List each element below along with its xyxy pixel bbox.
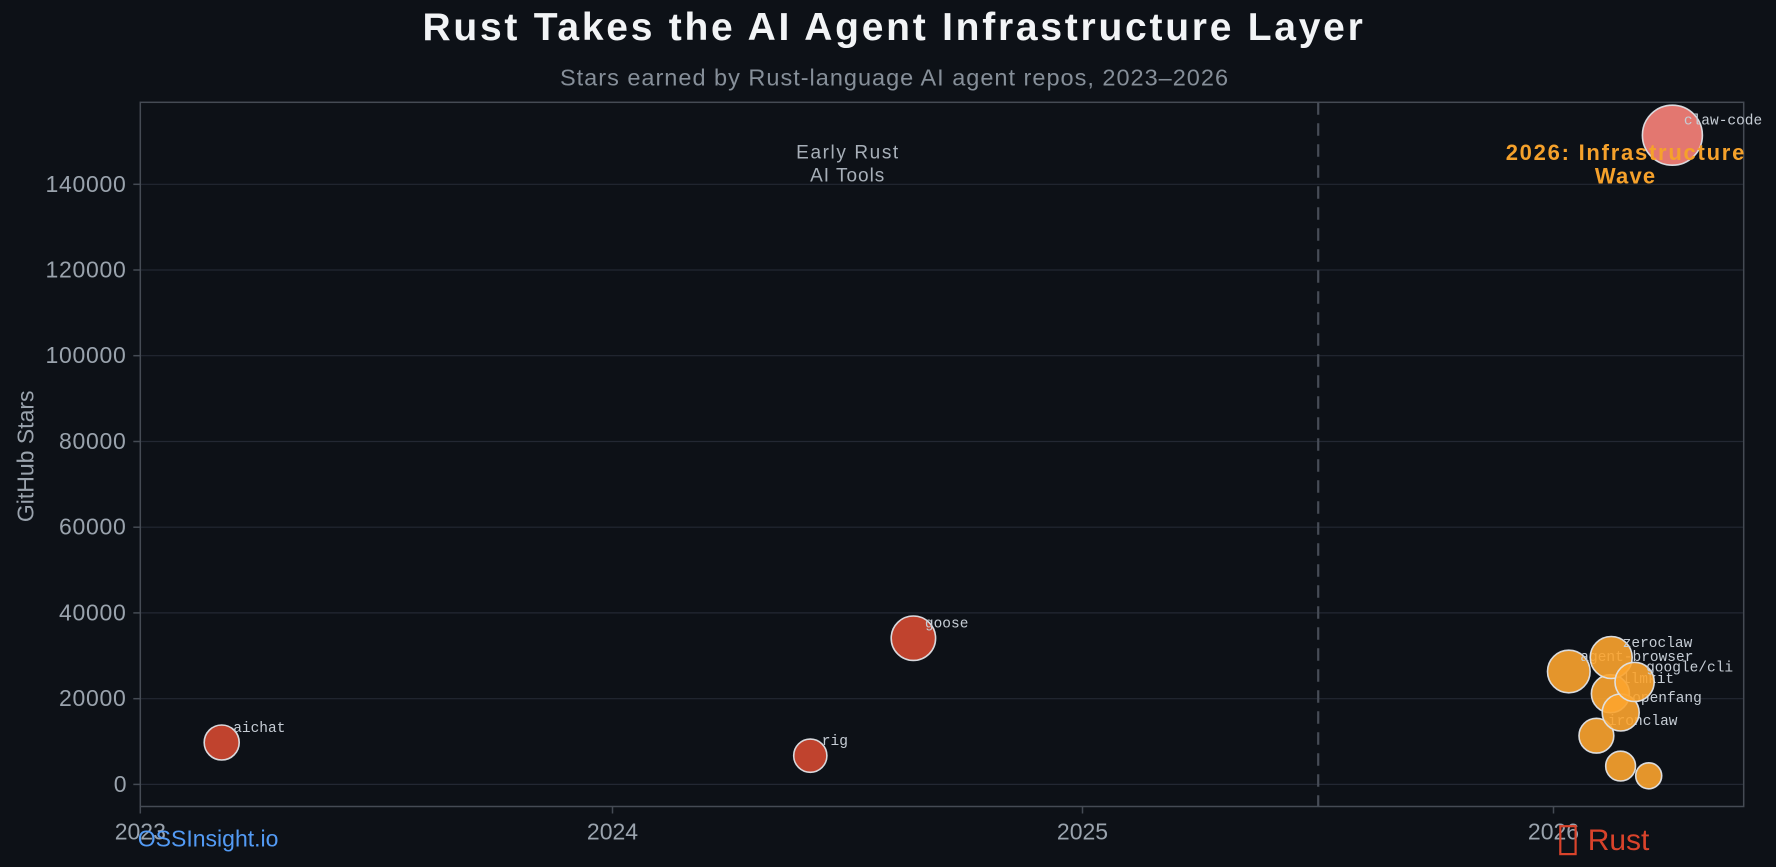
svg-text:20000: 20000 (59, 685, 126, 711)
svg-text:Wave: Wave (1595, 163, 1656, 188)
svg-text:AI Tools: AI Tools (810, 166, 885, 187)
svg-text:140000: 140000 (46, 171, 127, 197)
svg-text:120000: 120000 (46, 257, 127, 283)
svg-text:Rust: Rust (1588, 824, 1650, 857)
svg-text:zeroclaw: zeroclaw (1623, 636, 1693, 652)
svg-text:60000: 60000 (59, 514, 126, 540)
svg-text:80000: 80000 (59, 428, 126, 454)
svg-text:40000: 40000 (59, 599, 126, 625)
svg-text:2023: 2023 (115, 819, 166, 845)
svg-text:aichat: aichat (233, 721, 285, 737)
svg-text:Stars earned by Rust-language: Stars earned by Rust-language AI agent r… (560, 65, 1229, 91)
svg-text:2025: 2025 (1057, 819, 1108, 845)
svg-text:2026: 2026 (1528, 819, 1579, 845)
svg-text:2026: Infrastructure: 2026: Infrastructure (1506, 140, 1746, 165)
svg-text:GitHub Stars: GitHub Stars (13, 390, 39, 522)
svg-text:Rust Takes the AI Agent Infras: Rust Takes the AI Agent Infrastructure L… (422, 6, 1365, 49)
svg-text:0: 0 (114, 771, 127, 797)
svg-text:goose: goose (925, 617, 969, 633)
svg-text:Early Rust: Early Rust (796, 143, 900, 164)
svg-text:100000: 100000 (46, 342, 127, 368)
svg-text:claw-code: claw-code (1684, 114, 1762, 130)
svg-text:2024: 2024 (587, 819, 638, 845)
svg-text:OSSInsight.io: OSSInsight.io (138, 825, 279, 851)
svg-text:rig: rig (822, 734, 848, 750)
svg-text:google/cli: google/cli (1646, 660, 1733, 676)
